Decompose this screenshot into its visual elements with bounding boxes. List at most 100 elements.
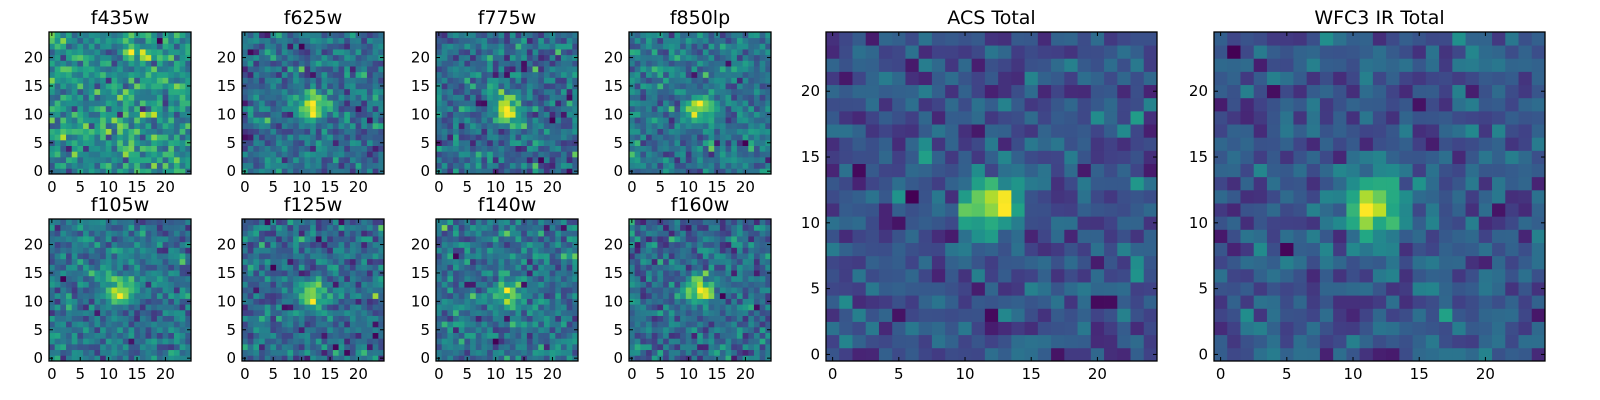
heatmap-cell — [338, 355, 345, 362]
heatmap-cell — [54, 145, 61, 152]
heatmap-cell — [453, 100, 460, 107]
heatmap-cell — [680, 298, 687, 305]
heatmap-cell — [481, 117, 488, 124]
heatmap-cell — [458, 230, 465, 237]
heatmap-cell — [122, 349, 129, 356]
heatmap-cell — [543, 122, 550, 129]
heatmap-cell — [731, 71, 738, 78]
heatmap-cell — [458, 349, 465, 356]
heatmap-cell — [436, 304, 443, 311]
heatmap-cell — [264, 321, 271, 328]
heatmap-cell — [441, 168, 448, 175]
heatmap-cell — [60, 247, 67, 254]
heatmap-cell — [634, 156, 641, 164]
heatmap-cell — [680, 309, 687, 316]
heatmap-cell — [753, 355, 761, 362]
heatmap-cell — [242, 230, 249, 237]
heatmap-cell — [372, 219, 379, 226]
heatmap-cell — [139, 128, 146, 135]
heatmap-cell — [105, 60, 112, 67]
heatmap-cell — [315, 275, 322, 282]
heatmap-cells — [436, 32, 579, 175]
heatmap-cell — [361, 241, 368, 248]
heatmap-cell — [555, 338, 562, 345]
heatmap-cell — [759, 139, 766, 146]
heatmap-cell — [71, 88, 78, 95]
heatmap-cell — [128, 281, 135, 288]
heatmap-cell — [276, 298, 283, 305]
heatmap-cell — [685, 60, 692, 67]
heatmap-cell — [276, 253, 283, 260]
heatmap-cell — [668, 117, 675, 124]
heatmap-cell — [77, 343, 84, 351]
heatmap-cell — [498, 236, 505, 243]
heatmap-cell — [83, 105, 90, 112]
heatmap-cell — [151, 326, 158, 333]
heatmap-cell — [719, 54, 726, 61]
heatmap-cell — [66, 292, 73, 299]
heatmap-cell — [344, 54, 351, 61]
heatmap-cell — [657, 100, 664, 107]
heatmap-cell — [708, 355, 715, 362]
heatmap-cell — [453, 253, 460, 260]
heatmap-cell — [714, 71, 721, 78]
heatmap-cell — [276, 128, 283, 135]
heatmap-cell — [708, 100, 715, 107]
heatmap-cell — [173, 247, 181, 254]
heatmap-cell — [60, 230, 67, 237]
heatmap-cell — [253, 298, 260, 305]
heatmap-cell — [560, 275, 568, 282]
heatmap-cell — [504, 151, 511, 158]
heatmap-cell — [66, 88, 73, 95]
heatmap-cell — [487, 100, 494, 107]
heatmap-cell — [105, 349, 112, 356]
heatmap-cell — [94, 321, 101, 328]
heatmap-cell — [668, 343, 675, 351]
heatmap-cell — [276, 49, 283, 56]
heatmap-cell — [498, 343, 505, 351]
heatmap-cell — [668, 83, 675, 90]
heatmap-cell — [66, 253, 73, 260]
heatmap-cell — [71, 134, 78, 141]
heatmap-cell — [691, 122, 698, 129]
heatmap-cell — [504, 253, 511, 260]
heatmap-cell — [697, 355, 704, 362]
heatmap-cell — [156, 253, 163, 260]
heatmap-cell — [663, 122, 670, 129]
heatmap-cell — [253, 162, 260, 169]
heatmap-cell — [168, 275, 175, 282]
heatmap-cell — [94, 219, 101, 226]
heatmap-cell — [708, 315, 715, 322]
heatmap-cell — [349, 247, 356, 254]
heatmap-cell — [555, 241, 562, 248]
heatmap-cell — [100, 264, 107, 271]
heatmap-cell — [481, 326, 488, 333]
heatmap-cell — [566, 100, 573, 107]
heatmap-cell — [719, 100, 726, 107]
heatmap-cell — [83, 43, 90, 50]
heatmap-cell — [680, 77, 687, 84]
heatmap-cell — [117, 298, 124, 305]
heatmap-cell — [668, 326, 675, 333]
heatmap-cell — [532, 66, 539, 73]
heatmap-cell — [532, 117, 539, 124]
heatmap-cell — [515, 100, 522, 107]
heatmap-cell — [680, 71, 687, 78]
heatmap-cell — [270, 247, 277, 254]
heatmap-cell — [668, 66, 675, 73]
heatmap-cell — [100, 49, 107, 56]
heatmap-cell — [310, 230, 317, 237]
heatmap-cell — [128, 88, 135, 95]
heatmap-cell — [663, 71, 670, 78]
heatmap-cell — [253, 88, 260, 95]
heatmap-cell — [145, 60, 152, 67]
heatmap-cell — [327, 321, 334, 328]
heatmap-cell — [355, 156, 362, 164]
heatmap-cell — [702, 151, 709, 158]
heatmap-cell — [105, 309, 112, 316]
heatmap-cell — [753, 275, 761, 282]
heatmap-cell — [270, 94, 277, 101]
heatmap-cell — [549, 270, 556, 277]
heatmap-cell — [447, 122, 454, 129]
heatmap-cell — [117, 338, 124, 345]
